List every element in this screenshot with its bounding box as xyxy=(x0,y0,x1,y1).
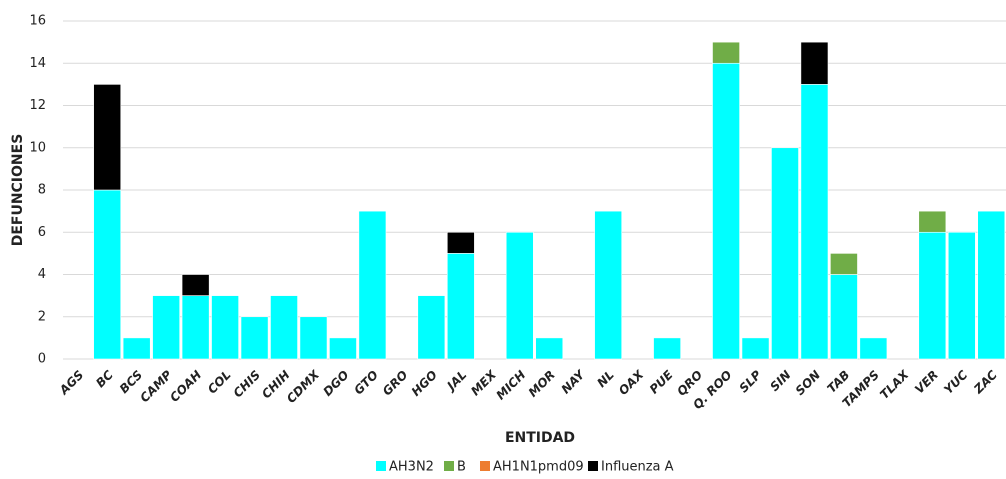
bar-segment xyxy=(918,231,947,360)
bar-segment xyxy=(93,189,122,360)
y-tick-label: 4 xyxy=(38,267,46,282)
bar-segment xyxy=(594,210,623,360)
x-tick-label: GTO xyxy=(351,368,381,398)
y-tick-label: 16 xyxy=(29,14,46,29)
legend-swatch xyxy=(444,461,454,471)
bar-segment xyxy=(535,337,564,360)
x-tick-label: NAY xyxy=(559,367,589,397)
bar-segment xyxy=(358,210,387,360)
y-tick-label: 2 xyxy=(38,309,46,324)
bar-segment xyxy=(712,41,740,64)
y-tick-label: 0 xyxy=(38,352,46,367)
legend-swatch xyxy=(376,461,386,471)
bar-segment xyxy=(800,84,829,360)
bar-segment xyxy=(299,316,328,360)
bar-segment xyxy=(830,253,858,275)
y-axis-title: DEFUNCIONES xyxy=(10,134,26,247)
legend-label: B xyxy=(457,460,466,475)
y-tick-label: 8 xyxy=(38,183,46,198)
bar-segment xyxy=(122,337,151,360)
x-tick-label: MICH xyxy=(494,368,529,403)
x-tick-label: SLP xyxy=(736,368,764,396)
bar-segment xyxy=(712,62,740,360)
bar-segment xyxy=(830,274,858,360)
bar-segment xyxy=(181,274,210,296)
x-tick-label: YUC xyxy=(941,368,970,397)
x-tick-label: CAMP xyxy=(137,368,175,406)
x-tick-label: VER xyxy=(912,368,941,397)
bar-segment xyxy=(240,316,269,360)
x-tick-label: AGS xyxy=(56,368,86,398)
x-tick-label: SON xyxy=(793,368,823,398)
bar-segment xyxy=(947,231,976,360)
x-tick-label: CHIS xyxy=(231,368,264,401)
x-tick-label: COAH xyxy=(167,368,204,405)
bar-segment xyxy=(918,210,947,233)
x-tick-label: GRO xyxy=(380,368,411,399)
x-tick-label: PUE xyxy=(647,367,676,396)
legend-label: AH1N1pmd09 xyxy=(493,460,584,475)
x-tick-label: HGO xyxy=(409,368,440,399)
bar-segment xyxy=(800,41,829,85)
bar-segment xyxy=(446,253,475,360)
y-tick-label: 6 xyxy=(38,225,46,240)
bar-segment xyxy=(859,337,888,360)
x-tick-label: OAX xyxy=(616,367,647,398)
bar-segment xyxy=(653,337,681,360)
bar-segment xyxy=(977,210,1006,360)
x-tick-label: JAL xyxy=(443,368,469,394)
x-tick-label: COL xyxy=(205,368,234,397)
legend-label: Influenza A xyxy=(601,460,674,475)
bar-segment xyxy=(771,147,799,360)
x-tick-label: ZAC xyxy=(971,368,1000,397)
bar-segment xyxy=(270,295,298,360)
bar-segment xyxy=(741,337,770,360)
y-tick-label: 12 xyxy=(29,98,46,113)
x-tick-label: NL xyxy=(594,368,616,390)
x-tick-label: CDMX xyxy=(284,367,323,406)
bar-segment xyxy=(329,337,357,360)
y-tick-label: 10 xyxy=(29,140,46,155)
y-tick-label: 14 xyxy=(29,56,46,71)
bar-segment xyxy=(211,295,239,360)
x-tick-label: TLAX xyxy=(877,367,912,402)
legend-swatch xyxy=(588,461,598,471)
x-axis-title: ENTIDAD xyxy=(505,430,575,446)
bar-segment xyxy=(152,295,180,360)
x-tick-label: DGO xyxy=(320,368,351,399)
bar-segment xyxy=(446,231,475,254)
legend-label: AH3N2 xyxy=(389,460,434,475)
bar-segment xyxy=(505,231,534,360)
bar-segment xyxy=(93,84,122,191)
x-tick-label: SIN xyxy=(767,368,793,394)
x-tick-label: BC xyxy=(93,368,116,391)
bar-segment xyxy=(181,295,210,360)
x-tick-label: MOR xyxy=(526,368,558,400)
bar-segment xyxy=(417,295,446,360)
legend-swatch xyxy=(480,461,490,471)
